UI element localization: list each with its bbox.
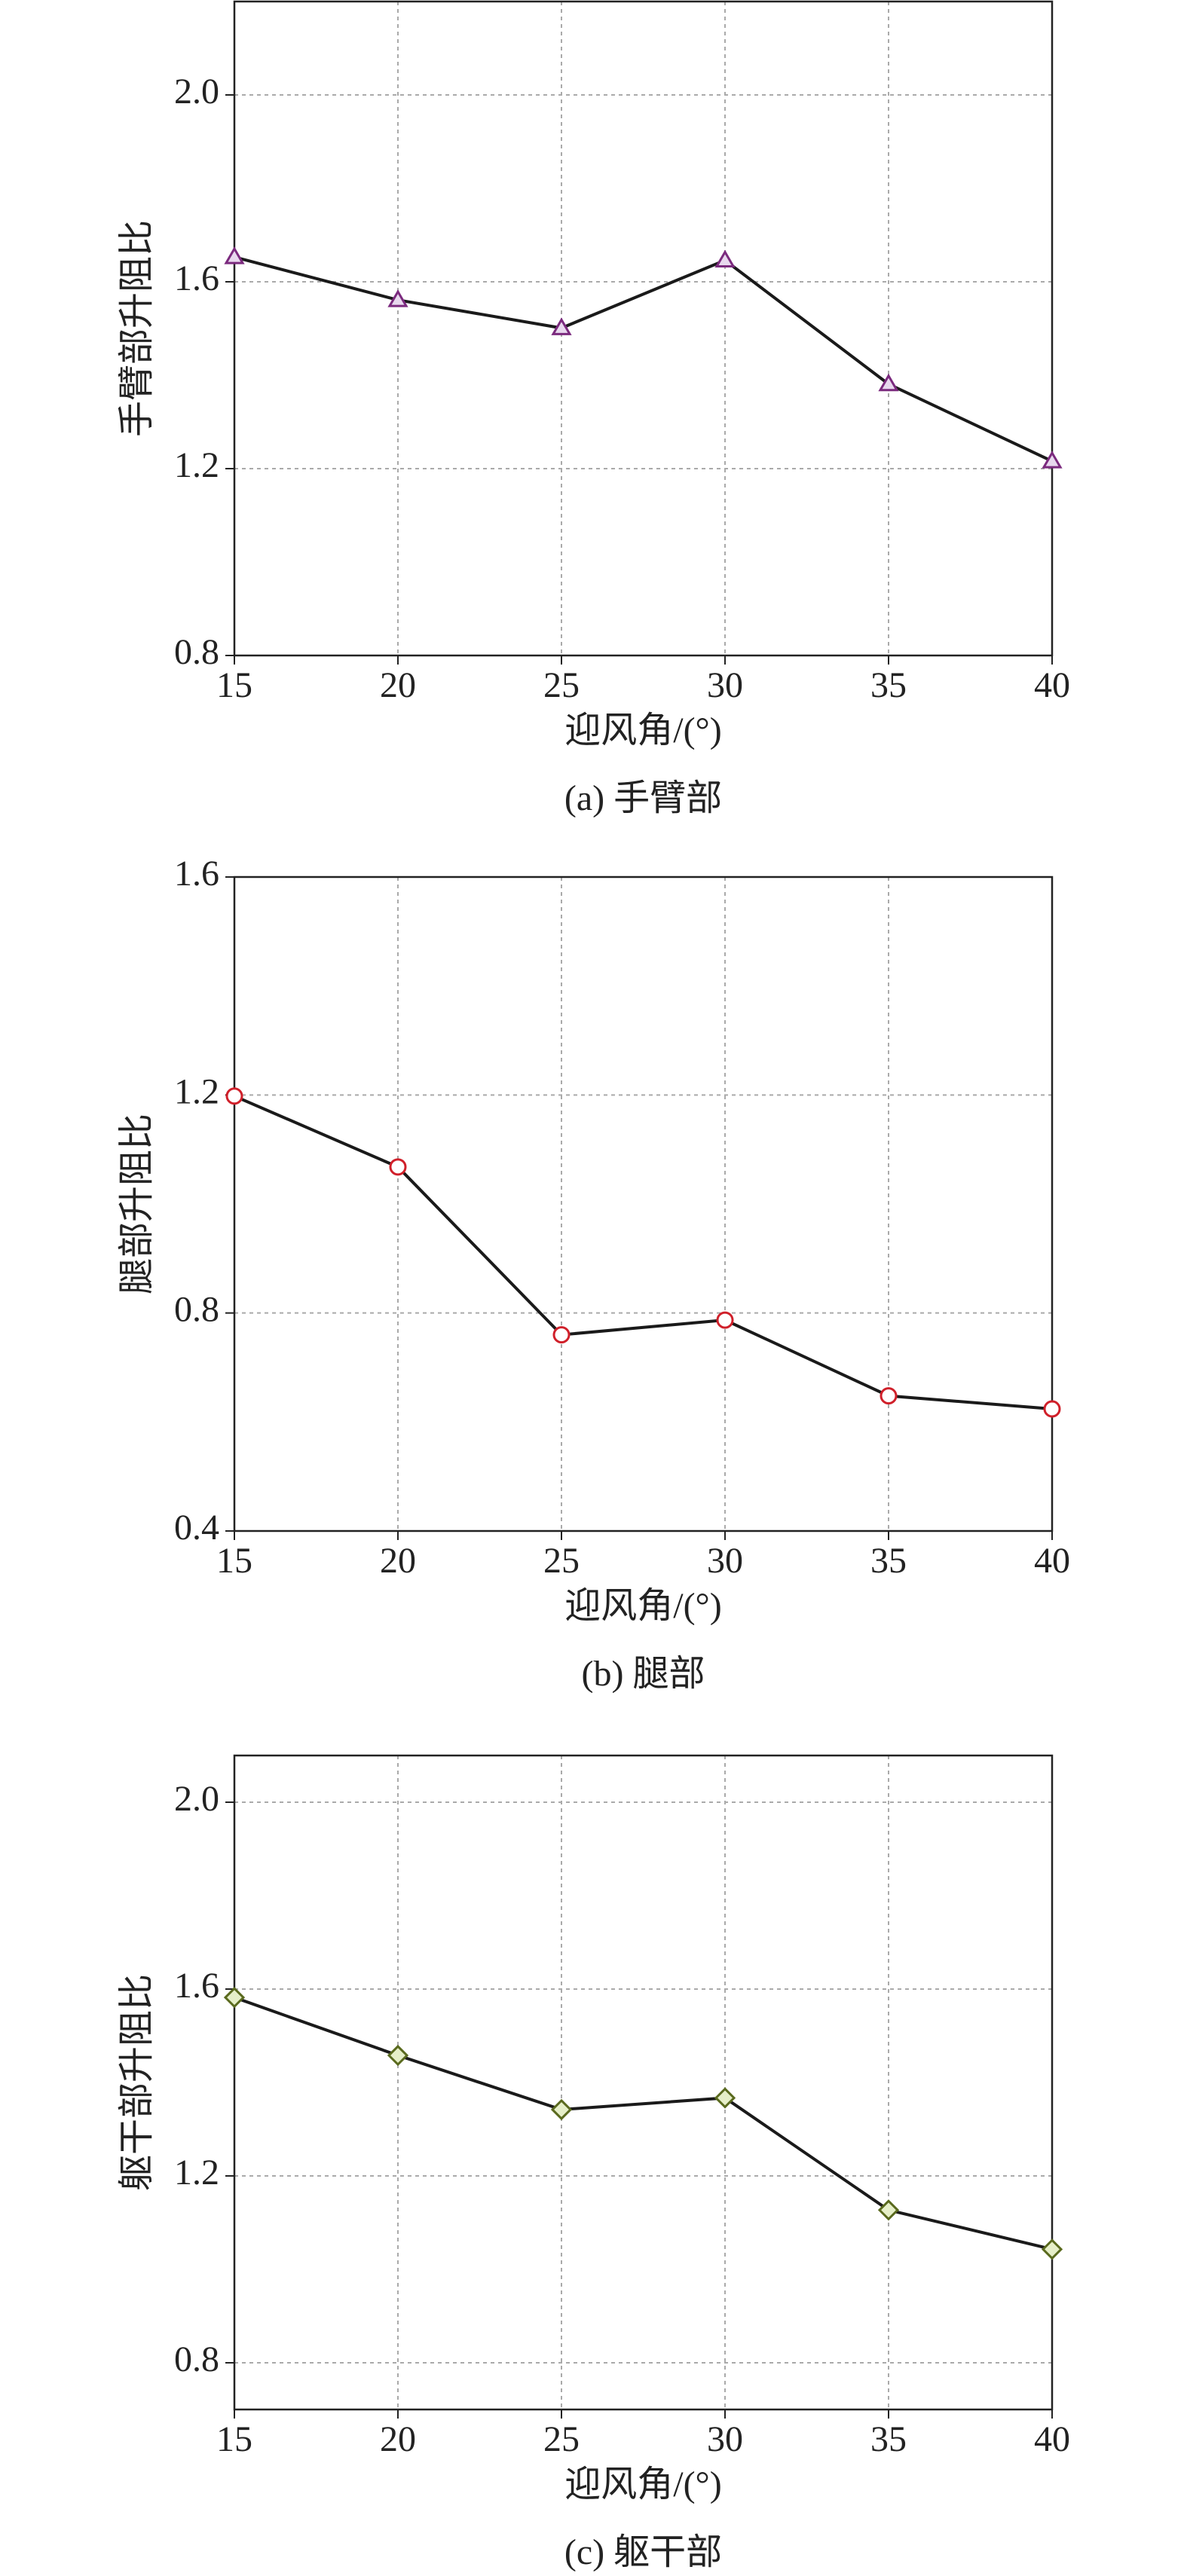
y-tick-label: 1.2 <box>174 445 219 485</box>
x-tick-label: 25 <box>543 2419 580 2459</box>
chart-caption: (a) 手臂部 <box>564 778 722 818</box>
data-line <box>234 1094 1053 1410</box>
y-tick-label: 1.6 <box>174 258 219 298</box>
y-tick-label: 1.6 <box>174 854 219 894</box>
x-tick-label: 35 <box>870 1541 907 1581</box>
x-tick-label: 35 <box>870 665 907 705</box>
x-tick-label: 40 <box>1034 2419 1070 2459</box>
y-tick-label: 1.6 <box>174 1966 219 2006</box>
x-tick-label: 25 <box>543 1541 580 1581</box>
y-tick-label: 2.0 <box>174 72 219 112</box>
data-marker <box>1042 451 1063 469</box>
x-tick-label: 20 <box>380 2419 416 2459</box>
y-axis-label: 躯干部升阻比 <box>117 1974 157 2191</box>
x-axis-label: 迎风角/(°) <box>564 710 722 750</box>
x-tick-label: 15 <box>216 1541 252 1581</box>
plot-frame <box>233 1754 1054 2411</box>
y-tick-label: 0.4 <box>174 1508 219 1548</box>
x-tick-label: 15 <box>216 2419 252 2459</box>
data-marker <box>387 289 408 307</box>
plot-frame <box>233 0 1054 657</box>
data-marker <box>877 2199 900 2221</box>
data-marker <box>387 2044 409 2067</box>
x-tick-label: 15 <box>216 665 252 705</box>
data-marker <box>714 249 736 267</box>
y-axis-label: 手臂部升阻比 <box>117 220 157 437</box>
data-line <box>234 255 1053 463</box>
data-marker <box>880 1387 898 1405</box>
x-tick-label: 35 <box>870 2419 907 2459</box>
y-tick-label: 0.8 <box>174 1290 219 1330</box>
data-marker <box>550 2098 573 2121</box>
x-tick-label: 20 <box>380 665 416 705</box>
y-tick-label: 1.2 <box>174 1071 219 1111</box>
x-tick-label: 25 <box>543 665 580 705</box>
data-marker <box>223 1987 246 2009</box>
data-marker <box>552 1326 571 1344</box>
data-marker <box>878 373 899 392</box>
data-marker <box>714 2087 736 2109</box>
data-marker <box>551 317 572 335</box>
data-marker <box>225 1087 243 1105</box>
x-tick-label: 30 <box>707 2419 743 2459</box>
x-tick-label: 30 <box>707 1541 743 1581</box>
y-tick-label: 1.2 <box>174 2153 219 2193</box>
y-tick-label: 0.8 <box>174 2339 219 2379</box>
x-axis-label: 迎风角/(°) <box>564 1586 722 1626</box>
data-marker <box>716 1311 734 1329</box>
data-line <box>234 1996 1053 2251</box>
x-tick-label: 40 <box>1034 1541 1070 1581</box>
data-marker <box>224 246 245 264</box>
x-tick-label: 30 <box>707 665 743 705</box>
x-tick-label: 20 <box>380 1541 416 1581</box>
data-marker <box>1043 1400 1061 1418</box>
chart-caption: (b) 腿部 <box>582 1654 705 1694</box>
data-marker <box>389 1158 407 1176</box>
x-tick-label: 40 <box>1034 665 1070 705</box>
plot-frame <box>233 875 1054 1532</box>
y-tick-label: 2.0 <box>174 1779 219 1819</box>
y-tick-label: 0.8 <box>174 632 219 672</box>
chart-caption: (c) 躯干部 <box>564 2532 722 2572</box>
x-axis-label: 迎风角/(°) <box>564 2464 722 2504</box>
y-axis-label: 腿部升阻比 <box>117 1114 157 1294</box>
data-marker <box>1041 2238 1063 2260</box>
